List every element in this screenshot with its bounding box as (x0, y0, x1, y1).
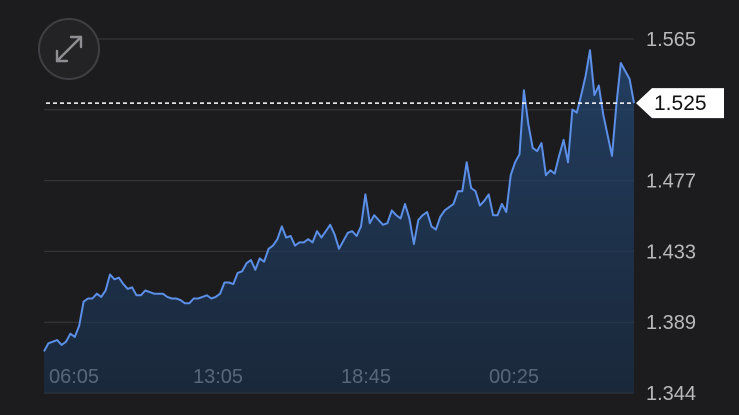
expand-arrows-icon (55, 35, 83, 63)
current-value-label: 1.525 (654, 92, 707, 115)
y-tick-label: 1.433 (646, 241, 696, 263)
current-value-badge: 1.525 (636, 88, 724, 119)
expand-button[interactable] (38, 18, 100, 80)
series-line (43, 49, 635, 352)
y-axis-ticks: 1.565 1.477 1.433 1.389 1.344 (646, 29, 696, 405)
series-area-fill (44, 50, 634, 393)
y-tick-label: 1.477 (646, 171, 696, 193)
y-tick-label: 1.389 (646, 312, 696, 334)
y-tick-label: 1.344 (646, 383, 696, 405)
y-tick-label: 1.565 (646, 29, 696, 51)
